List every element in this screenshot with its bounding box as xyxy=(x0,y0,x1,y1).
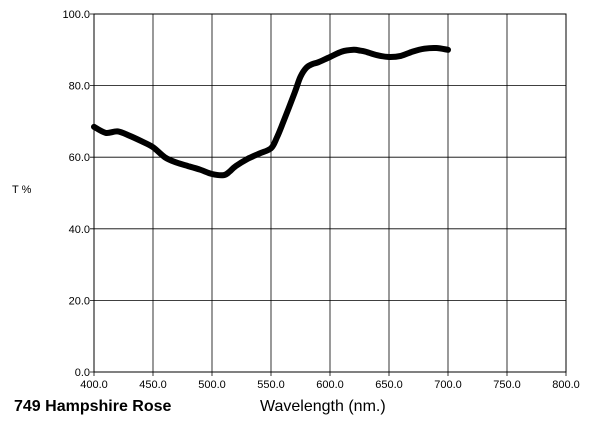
x-tick-label: 800.0 xyxy=(552,379,580,391)
y-axis-label: T % xyxy=(12,184,32,196)
y-tick-label: 20.0 xyxy=(69,295,90,307)
tick-labels: 400.0 450.0 500.0 550.0 600.0 650.0 700.0 750.0… xyxy=(62,9,579,391)
y-tick-label: 60.0 xyxy=(69,152,90,164)
x-tick-label: 700.0 xyxy=(434,379,462,391)
transmittance-curve xyxy=(91,44,451,179)
y-tick-label: 40.0 xyxy=(69,224,90,236)
sample-title: 749 Hampshire Rose xyxy=(14,398,172,415)
x-tick-label: 400.0 xyxy=(80,379,108,391)
x-tick-label: 750.0 xyxy=(493,379,521,391)
chart-grid xyxy=(90,13,567,376)
x-tick-label: 600.0 xyxy=(316,379,344,391)
y-tick-label: 100.0 xyxy=(62,9,90,21)
y-tick-label: 0.0 xyxy=(75,367,90,379)
x-tick-label: 450.0 xyxy=(139,379,167,391)
x-tick-label: 650.0 xyxy=(375,379,403,391)
x-axis-label: Wavelength (nm.) xyxy=(260,398,386,415)
x-tick-label: 550.0 xyxy=(257,379,285,391)
x-tick-label: 500.0 xyxy=(198,379,226,391)
y-tick-label: 80.0 xyxy=(69,81,90,93)
